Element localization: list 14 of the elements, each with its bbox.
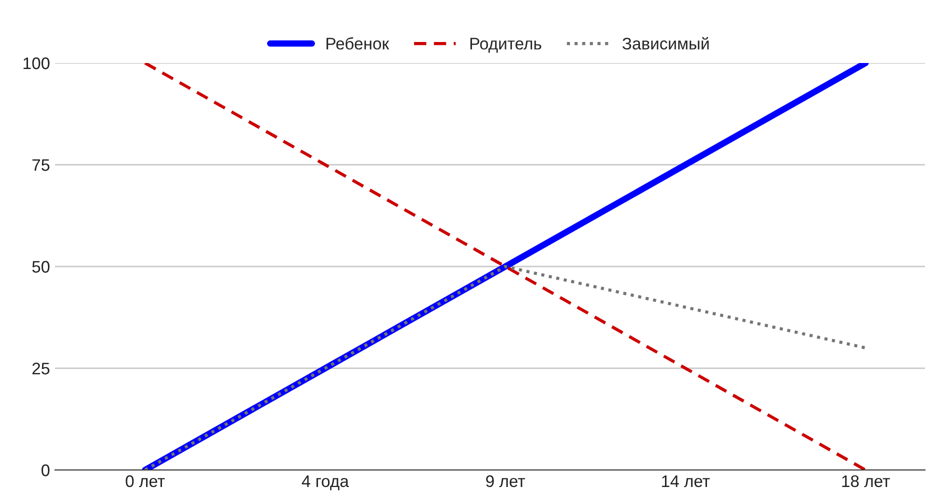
y-tick-label: 100: [24, 57, 50, 70]
legend-label: Зависимый: [622, 37, 709, 50]
legend-label: Родитель: [470, 38, 542, 53]
x-tick-label: 0 лет: [126, 475, 165, 488]
x-tick-label: 9 лет: [486, 475, 526, 488]
y-tick-label: 50: [32, 260, 50, 273]
y-tick-label: 0: [42, 464, 50, 476]
legend-label: Ребенок: [326, 37, 390, 50]
x-tick-label: 18 лет: [842, 475, 890, 488]
y-tick-label: 25: [32, 362, 50, 374]
y-tick-label: 75: [32, 159, 50, 171]
x-tick-label: 14 лет: [662, 475, 710, 488]
x-tick-label: 4 года: [302, 475, 349, 490]
line-series: [144, 264, 868, 470]
